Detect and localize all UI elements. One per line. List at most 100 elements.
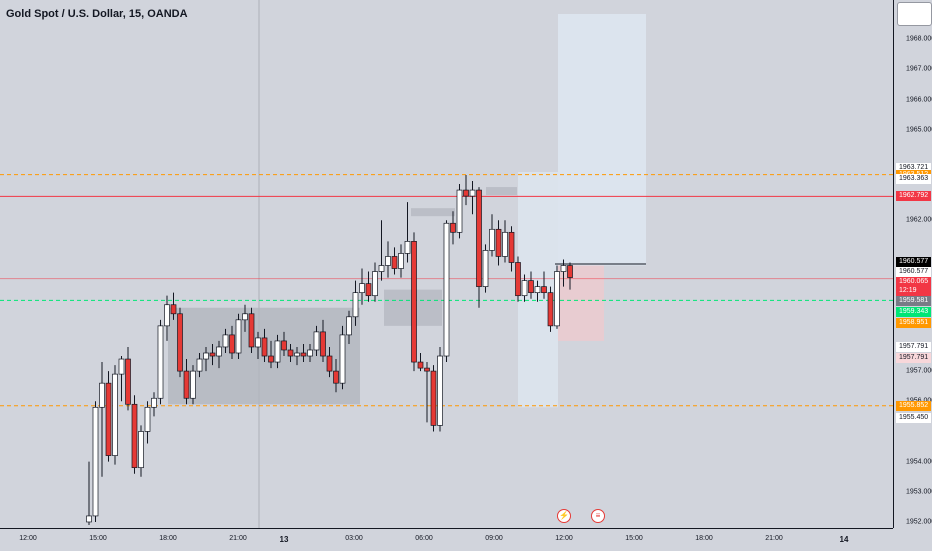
candle-up bbox=[534, 286, 541, 294]
price-tag: 1963.363 bbox=[896, 174, 931, 185]
order-block-zone bbox=[486, 187, 517, 196]
candle-up bbox=[489, 228, 495, 251]
candle-up bbox=[118, 358, 125, 375]
price-tag: 1959.343 bbox=[896, 306, 931, 317]
flash-event-icon[interactable]: ⚡ bbox=[557, 509, 571, 523]
candle-up bbox=[378, 265, 385, 272]
candle-down bbox=[229, 334, 235, 354]
candle-up bbox=[404, 241, 411, 254]
chart-title: Gold Spot / U.S. Dollar, 15, OANDA bbox=[6, 8, 188, 20]
candle-up bbox=[307, 349, 313, 357]
candle-up bbox=[469, 189, 476, 197]
time-tick-label: 21:00 bbox=[765, 535, 783, 542]
candle-up bbox=[346, 316, 352, 336]
price-tick-label: 1962.000 bbox=[906, 216, 932, 224]
candle-down bbox=[424, 367, 430, 372]
candle-down bbox=[320, 331, 326, 357]
price-tag: 1963.721 bbox=[896, 163, 931, 174]
candle-down bbox=[463, 189, 469, 197]
price-tag: 1960.577 bbox=[896, 256, 931, 267]
price-tick-label: 1965.000 bbox=[906, 126, 932, 134]
time-tick-label: 15:00 bbox=[89, 535, 107, 542]
time-tick-label: 09:00 bbox=[485, 535, 503, 542]
time-tick-label: 13 bbox=[279, 535, 289, 544]
candle-up bbox=[190, 370, 196, 399]
candle-down bbox=[177, 313, 183, 372]
candle-up bbox=[437, 355, 443, 426]
candle-down bbox=[287, 349, 294, 357]
candle-up bbox=[255, 337, 261, 348]
candle-up bbox=[164, 304, 170, 327]
price-tick-label: 1968.000 bbox=[906, 35, 932, 43]
candle-down bbox=[567, 265, 573, 278]
candle-up bbox=[216, 346, 222, 357]
price-tick-label: 1966.000 bbox=[906, 96, 932, 104]
candle-down bbox=[495, 228, 502, 257]
price-tag: 1958.951 bbox=[896, 318, 931, 329]
candle-down bbox=[326, 355, 333, 372]
candle-up bbox=[339, 334, 346, 384]
candle-down bbox=[417, 361, 424, 369]
time-tick-label: 14 bbox=[839, 535, 849, 544]
candle-up bbox=[456, 189, 463, 233]
price-tag: 12:19 bbox=[896, 286, 931, 297]
stop-zone bbox=[558, 265, 604, 341]
price-tag: 1955.852 bbox=[896, 400, 931, 411]
axis-settings-box[interactable] bbox=[897, 2, 932, 26]
price-tag: 1960.577 bbox=[896, 267, 931, 278]
candle-down bbox=[528, 280, 534, 294]
order-block-zone bbox=[411, 208, 455, 217]
candle-up bbox=[203, 352, 209, 360]
candle-up bbox=[157, 325, 164, 399]
candle-down bbox=[209, 352, 216, 357]
candle-up bbox=[398, 253, 404, 269]
candle-up bbox=[92, 406, 99, 517]
candle-up bbox=[138, 431, 144, 469]
candle-up bbox=[372, 271, 378, 297]
candle-down bbox=[261, 337, 268, 357]
price-tag: 1960.065 bbox=[896, 277, 931, 288]
time-tick-label: 21:00 bbox=[229, 535, 247, 542]
candle-down bbox=[300, 352, 307, 357]
candle-down bbox=[170, 304, 177, 315]
price-tag: 1957.791 bbox=[896, 353, 931, 364]
price-tick-label: 1967.000 bbox=[906, 65, 932, 73]
candle-up bbox=[242, 313, 248, 321]
chart-plot-area[interactable] bbox=[0, 0, 893, 528]
candle-up bbox=[482, 250, 489, 287]
candle-down bbox=[131, 403, 138, 469]
candle-up bbox=[274, 340, 281, 363]
time-tick-label: 06:00 bbox=[415, 535, 433, 542]
candle-down bbox=[541, 286, 547, 294]
candle-down bbox=[268, 355, 274, 363]
economic-event-icon[interactable]: ≡ bbox=[591, 509, 605, 523]
price-tag: 1957.791 bbox=[896, 342, 931, 353]
candle-up bbox=[521, 280, 528, 297]
time-tick-label: 15:00 bbox=[625, 535, 643, 542]
candle-up bbox=[196, 358, 203, 372]
time-tick-label: 18:00 bbox=[159, 535, 177, 542]
candle-down bbox=[547, 292, 554, 327]
candle-down bbox=[515, 262, 521, 297]
candle-down bbox=[248, 313, 255, 348]
time-tick-label: 18:00 bbox=[695, 535, 713, 542]
candle-up bbox=[144, 406, 151, 432]
candle-down bbox=[508, 231, 515, 263]
candle-down bbox=[391, 256, 398, 269]
candle-up bbox=[151, 397, 157, 408]
price-tick-label: 1954.000 bbox=[906, 458, 932, 466]
price-tick-label: 1953.000 bbox=[906, 488, 932, 496]
candle-up bbox=[294, 352, 300, 357]
candle-down bbox=[183, 370, 190, 399]
candle-down bbox=[105, 382, 112, 456]
time-tick-label: 03:00 bbox=[345, 535, 363, 542]
candle-down bbox=[365, 283, 372, 297]
candle-up bbox=[554, 271, 560, 327]
price-tag: 1955.450 bbox=[896, 412, 931, 423]
candle-up bbox=[352, 292, 359, 318]
candle-up bbox=[443, 222, 450, 357]
candle-down bbox=[450, 222, 456, 233]
candle-down bbox=[430, 370, 437, 426]
time-axis[interactable] bbox=[0, 528, 893, 551]
